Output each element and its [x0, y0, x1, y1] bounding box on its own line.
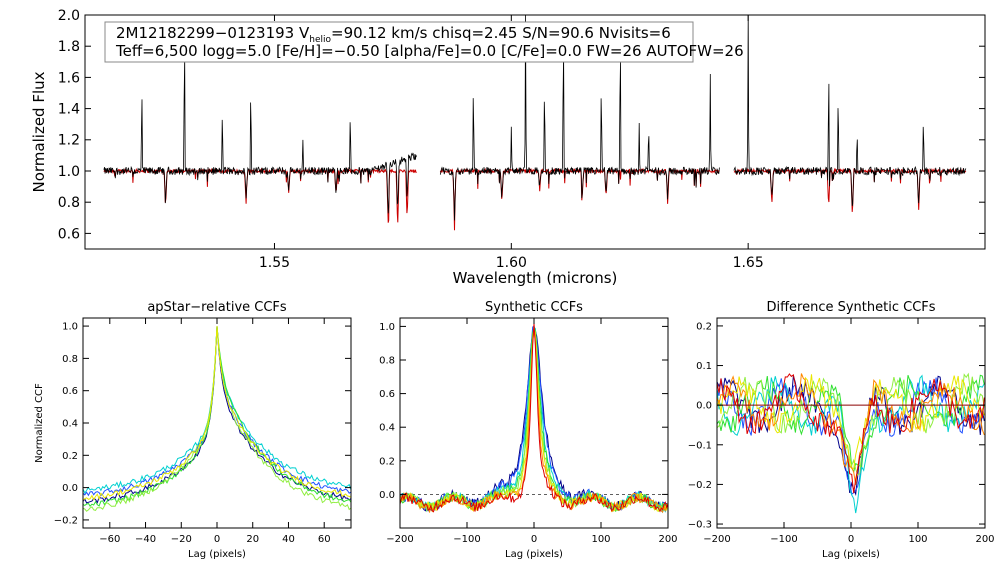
synthetic-ccf-orange-line	[400, 329, 668, 514]
apstar-ccf-yellow-line	[83, 326, 351, 501]
synthetic-ccf-xlabel: Lag (pixels)	[505, 549, 563, 560]
y-tick-label: 0.8	[58, 195, 80, 211]
y-tick-label: 0.2	[696, 321, 712, 332]
difference-ccf-yellow-line	[717, 374, 985, 470]
x-tick-label: 60	[318, 534, 331, 545]
spectrum-axes-frame	[84, 14, 986, 250]
apstar-ccf-panel: apStar−relative CCFs −60 −40 −20 0 20 40 60 −0.…	[34, 300, 352, 560]
y-tick-label: −0.2	[688, 480, 712, 491]
y-tick-label: 0.4	[62, 419, 78, 430]
synthetic-ccf-yellow-line	[400, 328, 668, 512]
apstar-ccf-blue-line	[83, 326, 351, 497]
apstar-ccf-ylabel: Normalized CCF	[34, 383, 45, 463]
x-tick-label: −20	[171, 534, 192, 545]
synthetic-spectrum-line	[439, 167, 720, 231]
difference-ccf-blue-line	[717, 377, 985, 496]
x-tick-label: 0	[531, 534, 537, 545]
y-tick-label: 1.6	[58, 70, 80, 86]
x-tick-label: 1.65	[733, 255, 764, 271]
x-tick-label: −40	[135, 534, 156, 545]
y-tick-label: 0.8	[379, 356, 395, 367]
synthetic-spectrum-line	[733, 167, 967, 212]
y-tick-label: 1.2	[58, 133, 80, 149]
y-tick-label: 0.6	[379, 389, 395, 400]
y-tick-label: 0.0	[379, 490, 395, 501]
synthetic-ccf-navy-line	[400, 328, 668, 512]
y-tick-label: 1.0	[58, 164, 80, 180]
spectrum-panel: 1.55 1.60 1.65 0.6 0.8 1.0 1.2 1.4 1.6 1.8 2.0 2M1…	[30, 8, 986, 287]
x-tick-label: −200	[703, 534, 730, 545]
y-tick-label: 1.0	[379, 322, 395, 333]
synthetic-ccf-lime-line	[400, 326, 668, 513]
spectrum-title-line1: 2M12182299−0123193 Vhelio=90.12 km/s chi…	[116, 24, 671, 45]
spectrum-xlabel: Wavelength (microns)	[453, 269, 618, 287]
synthetic-ccf-title: Synthetic CCFs	[485, 300, 583, 315]
spectrum-ylabel: Normalized Flux	[30, 71, 48, 192]
x-tick-label: 1.60	[496, 255, 527, 271]
difference-ccf-xlabel: Lag (pixels)	[822, 549, 880, 560]
synthetic-ccf-blue-line	[400, 325, 668, 513]
y-tick-label: 1.0	[62, 322, 78, 333]
apstar-ccf-green-line	[83, 326, 351, 508]
x-tick-label: 0	[214, 534, 220, 545]
difference-ccf-panel: Difference Synthetic CCFs −200 −100 0 100 20…	[688, 300, 995, 560]
difference-ccf-title: Difference Synthetic CCFs	[766, 300, 935, 315]
x-tick-label: −100	[453, 534, 480, 545]
observed-spectrum-line	[103, 56, 417, 214]
difference-ccf-orange-line	[717, 373, 985, 485]
x-tick-label: 100	[908, 534, 927, 545]
x-tick-label: 0	[848, 534, 854, 545]
synthetic-spectrum-line	[103, 167, 417, 223]
y-tick-label: 0.2	[379, 456, 395, 467]
y-tick-label: 0.6	[62, 386, 78, 397]
x-tick-label: 100	[591, 534, 610, 545]
y-tick-label: 2.0	[58, 8, 80, 24]
y-tick-label: 0.0	[62, 483, 78, 494]
apstar-ccf-cyan-line	[83, 326, 351, 495]
y-tick-label: 1.4	[58, 102, 80, 118]
x-tick-label: 40	[282, 534, 295, 545]
apstar-ccf-xlabel: Lag (pixels)	[188, 549, 246, 560]
x-tick-label: 20	[246, 534, 259, 545]
apstar-ccf-title: apStar−relative CCFs	[147, 300, 287, 315]
difference-ccf-navy-line	[717, 375, 985, 496]
y-tick-label: −0.2	[54, 515, 78, 526]
y-tick-label: 0.4	[379, 423, 395, 434]
synthetic-ccf-panel: Synthetic CCFs −200 −100 0 100 200 0.0 0.2 0.4 0…	[379, 300, 677, 560]
x-tick-label: 1.55	[259, 255, 290, 271]
y-tick-label: 0.2	[62, 451, 78, 462]
synthetic-ccf-red-line	[400, 323, 668, 513]
y-tick-label: 0.1	[696, 361, 712, 372]
x-tick-label: −200	[386, 534, 413, 545]
y-tick-label: 0.8	[62, 354, 78, 365]
y-tick-label: 1.8	[58, 39, 80, 55]
spectrum-title-line2: Teff=6,500 logg=5.0 [Fe/H]=−0.50 [alpha/…	[115, 42, 744, 60]
difference-ccf-red-line	[717, 373, 985, 494]
observed-spectrum-line	[439, 15, 720, 221]
x-tick-label: 200	[975, 534, 994, 545]
synthetic-ccf-cyan-line	[400, 326, 668, 514]
spectrum-title-box	[104, 21, 694, 63]
observed-spectrum-line	[733, 15, 967, 207]
y-tick-label: −0.3	[688, 520, 712, 531]
x-tick-label: −60	[99, 534, 120, 545]
y-tick-label: 0.6	[58, 226, 80, 242]
y-tick-label: −0.1	[688, 440, 712, 451]
y-tick-label: 0.0	[696, 401, 712, 412]
x-tick-label: 200	[658, 534, 677, 545]
x-tick-label: −100	[770, 534, 797, 545]
synthetic-ccf-green-line	[400, 328, 668, 513]
